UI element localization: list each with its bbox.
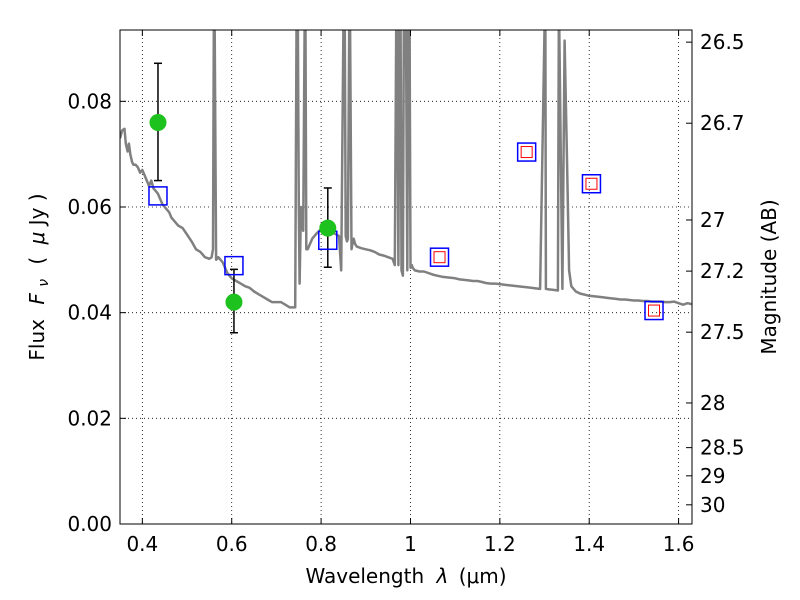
y2-tick-label: 30 [700, 493, 725, 517]
x-axis-ticks: 0.4 0.6 0.8 1 1.2 1.4 1.6 [126, 30, 695, 556]
y2-tick-label: 28.5 [700, 436, 745, 460]
green-circle-point [149, 113, 167, 131]
y-tick-label: 0.04 [67, 301, 112, 325]
data-markers [148, 113, 664, 321]
y-tick-label: 0.00 [67, 512, 112, 536]
y2-axis-label: Magnitude (AB) [757, 199, 781, 354]
y2-tick-label: 27.5 [700, 320, 745, 344]
blue-square-point [224, 255, 244, 276]
green-circle-point [225, 293, 243, 311]
y-axis-label-subscript: ν [36, 279, 52, 287]
red-square-point [648, 304, 661, 317]
y-axis-label-unit-mu: μ [25, 232, 49, 246]
y2-tick-label: 29 [700, 464, 725, 488]
green-circle-point [319, 219, 337, 237]
blue-square-point [429, 247, 450, 267]
y-tick-label: 0.06 [67, 195, 112, 219]
x-tick-label: 0.4 [126, 532, 158, 556]
y2-tick-label: 26.7 [700, 111, 745, 135]
x-tick-label: 1.2 [484, 532, 516, 556]
blue-square-point [581, 173, 602, 194]
x-axis-label-symbol: λ [436, 564, 449, 588]
x-axis-label: Wavelength λ (μm) [305, 564, 506, 588]
y-axis-label: Flux F ν ( μ Jy ) [25, 193, 53, 360]
y-axis-label-unit-open: ( [25, 257, 49, 265]
y-axis-label-symbol: F [25, 293, 49, 305]
y-tick-label: 0.08 [67, 89, 112, 113]
x-tick-label: 0.6 [216, 532, 248, 556]
red-square-point [585, 177, 598, 190]
blue-square-point [148, 186, 168, 206]
y2-tick-label: 27.2 [700, 259, 745, 283]
x-tick-label: 0.8 [305, 532, 337, 556]
y-axis-label-unit-rest: Jy ) [25, 193, 49, 227]
y2-tick-label: 27 [700, 208, 725, 232]
spectrum-line [120, 30, 692, 309]
y2-tick-label: 26.5 [700, 30, 745, 54]
model-spectrum [120, 30, 692, 309]
x-axis-label-unit: (μm) [459, 564, 507, 588]
y2-tick-label: 28 [700, 391, 725, 415]
y-axis-label-text: Flux [25, 319, 49, 361]
red-square-point [520, 146, 533, 159]
x-axis-label-text: Wavelength [305, 564, 424, 588]
x-tick-label: 1 [404, 532, 417, 556]
blue-square-point [644, 300, 664, 321]
red-square-point [433, 251, 446, 264]
y-axis-ticks: 0.00 0.02 0.04 0.06 0.08 [67, 89, 126, 536]
y-tick-label: 0.02 [67, 406, 112, 430]
x-tick-label: 1.4 [573, 532, 605, 556]
x-tick-label: 1.6 [663, 532, 695, 556]
y2-axis-ticks: 26.5 26.7 27 27.2 27.5 28 28.5 29 30 [686, 30, 745, 517]
blue-square-point [516, 142, 537, 162]
plot-frame [119, 29, 693, 525]
